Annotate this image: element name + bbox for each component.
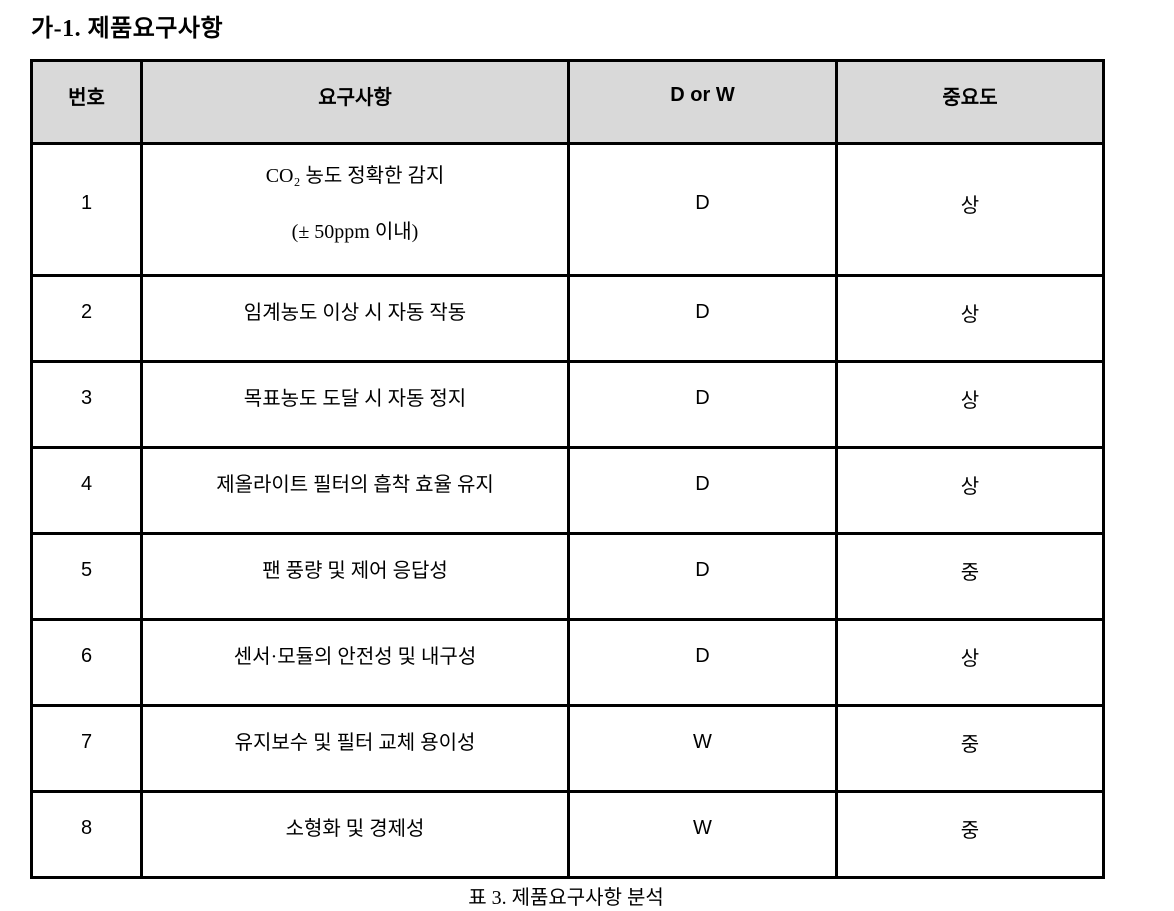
table-row: 1 CO₂ 농도 정확한 감지 (± 50ppm 이내) D 상: [30, 142, 1105, 277]
table-row: 8 소형화 및 경제성 W 중: [30, 790, 1105, 879]
requirement-line: 소형화 및 경제성: [285, 817, 425, 840]
requirement-cell: 센서·모듈의 안전성 및 내구성: [140, 618, 570, 707]
requirement-line: (± 50ppm 이내): [291, 220, 419, 243]
requirement-line: CO₂ 농도 정확한 감지: [265, 164, 445, 187]
requirements-table: 번호 요구사항 D or W 중요도 1 CO₂ 농도 정확한 감지 (± 50p…: [30, 59, 1105, 879]
row-number-cell: 8: [30, 790, 143, 879]
requirement-cell: CO₂ 농도 정확한 감지 (± 50ppm 이내): [140, 142, 570, 277]
requirement-line: 목표농도 도달 시 자동 정지: [243, 387, 467, 410]
importance-cell: 상: [835, 618, 1105, 707]
table-body: 1 CO₂ 농도 정확한 감지 (± 50ppm 이내) D 상 2 임계농도 이…: [30, 142, 1105, 879]
requirement-cell: 유지보수 및 필터 교체 용이성: [140, 704, 570, 793]
requirement-cell: 목표농도 도달 시 자동 정지: [140, 360, 570, 449]
page-title: 가-1. 제품요구사항: [31, 16, 224, 42]
dorw-cell: D: [567, 532, 838, 621]
dorw-cell: D: [567, 360, 838, 449]
row-number-cell: 6: [30, 618, 143, 707]
importance-cell: 상: [835, 142, 1105, 277]
importance-cell: 상: [835, 274, 1105, 363]
importance-cell: 중: [835, 790, 1105, 879]
requirement-line: 제올라이트 필터의 흡착 효율 유지: [216, 473, 494, 496]
table-row: 4 제올라이트 필터의 흡착 효율 유지 D 상: [30, 446, 1105, 535]
table-row: 5 팬 풍량 및 제어 응답성 D 중: [30, 532, 1105, 621]
importance-cell: 상: [835, 446, 1105, 535]
requirement-line: 유지보수 및 필터 교체 용이성: [234, 731, 476, 754]
table-caption: 표 3. 제품요구사항 분석: [468, 887, 664, 909]
column-header-number: 번호: [30, 59, 143, 145]
dorw-cell: W: [567, 704, 838, 793]
requirement-cell: 제올라이트 필터의 흡착 효율 유지: [140, 446, 570, 535]
importance-cell: 중: [835, 532, 1105, 621]
row-number-cell: 7: [30, 704, 143, 793]
table-header-row: 번호 요구사항 D or W 중요도: [30, 59, 1105, 145]
row-number-cell: 4: [30, 446, 143, 535]
dorw-cell: D: [567, 142, 838, 277]
row-number-cell: 3: [30, 360, 143, 449]
column-header-d-or-w: D or W: [567, 59, 838, 145]
requirement-line: 센서·모듈의 안전성 및 내구성: [233, 645, 477, 668]
column-header-importance: 중요도: [835, 59, 1105, 145]
requirement-cell: 팬 풍량 및 제어 응답성: [140, 532, 570, 621]
table-row: 7 유지보수 및 필터 교체 용이성 W 중: [30, 704, 1105, 793]
row-number-cell: 5: [30, 532, 143, 621]
requirement-cell: 소형화 및 경제성: [140, 790, 570, 879]
row-number-cell: 2: [30, 274, 143, 363]
table-row: 6 센서·모듈의 안전성 및 내구성 D 상: [30, 618, 1105, 707]
row-number-cell: 1: [30, 142, 143, 277]
table-row: 3 목표농도 도달 시 자동 정지 D 상: [30, 360, 1105, 449]
dorw-cell: W: [567, 790, 838, 879]
dorw-cell: D: [567, 618, 838, 707]
dorw-cell: D: [567, 274, 838, 363]
requirement-cell: 임계농도 이상 시 자동 작동: [140, 274, 570, 363]
table-row: 2 임계농도 이상 시 자동 작동 D 상: [30, 274, 1105, 363]
importance-cell: 중: [835, 704, 1105, 793]
requirement-line: 팬 풍량 및 제어 응답성: [262, 559, 448, 582]
importance-cell: 상: [835, 360, 1105, 449]
dorw-cell: D: [567, 446, 838, 535]
requirement-line: 임계농도 이상 시 자동 작동: [243, 301, 467, 324]
column-header-requirement: 요구사항: [140, 59, 570, 145]
